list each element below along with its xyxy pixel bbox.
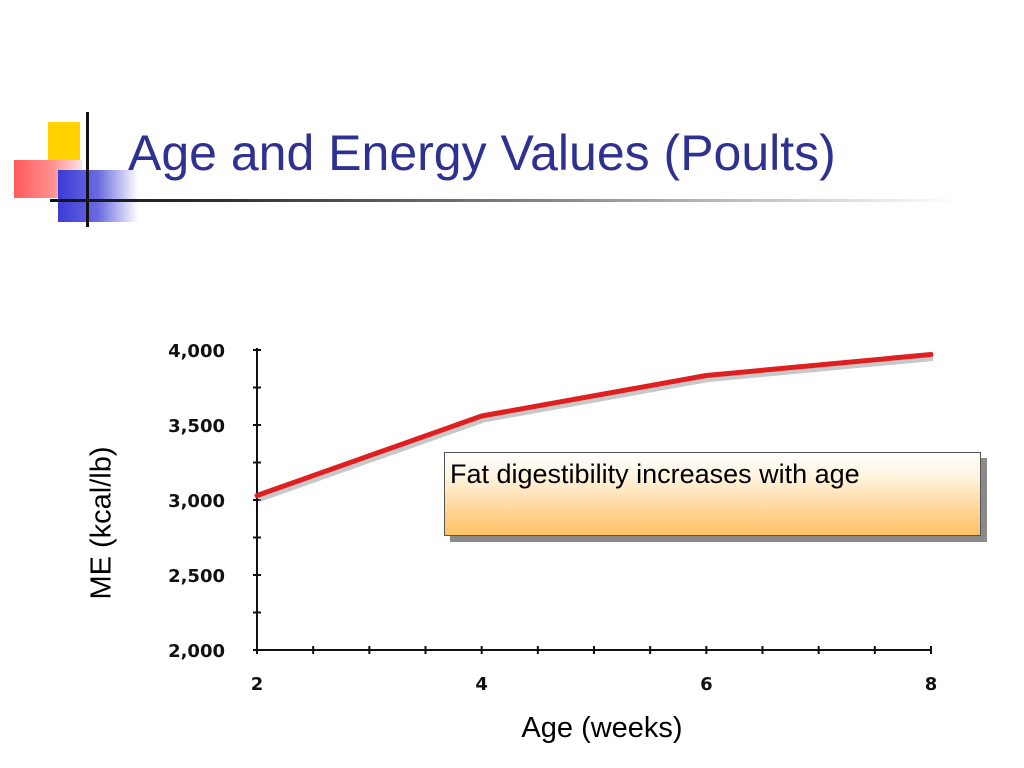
y-tick-label: 2,000 bbox=[168, 641, 225, 662]
slide-title: Age and Energy Values (Poults) bbox=[128, 125, 836, 181]
logo-vertical-line bbox=[86, 112, 89, 227]
y-tick-label: 2,500 bbox=[168, 566, 225, 587]
x-axis-label: Age (weeks) bbox=[521, 712, 683, 744]
logo-blue-square bbox=[58, 170, 138, 222]
x-tick-label: 2 bbox=[251, 674, 264, 695]
x-tick-label: 6 bbox=[700, 674, 713, 695]
y-tick-label: 3,000 bbox=[168, 491, 225, 512]
y-tick-label: 3,500 bbox=[168, 416, 225, 437]
callout-box: Fat digestibility increases with age bbox=[444, 452, 981, 536]
callout-text: Fat digestibility increases with age bbox=[450, 459, 860, 489]
x-tick-label: 4 bbox=[475, 674, 488, 695]
title-underline bbox=[50, 199, 960, 202]
x-axis-ticks: 2 4 6 8 bbox=[251, 646, 938, 695]
y-axis-ticks: 2,000 2,500 3,000 3,500 4,000 bbox=[168, 341, 261, 662]
series-line-shadow bbox=[258, 356, 934, 502]
y-tick-label: 4,000 bbox=[168, 341, 225, 362]
y-axis-label: ME (kcal/lb) bbox=[85, 446, 118, 600]
decorative-logo bbox=[0, 100, 150, 230]
series-line bbox=[254, 352, 934, 498]
chart-series bbox=[254, 352, 934, 502]
x-tick-label: 8 bbox=[925, 674, 938, 695]
